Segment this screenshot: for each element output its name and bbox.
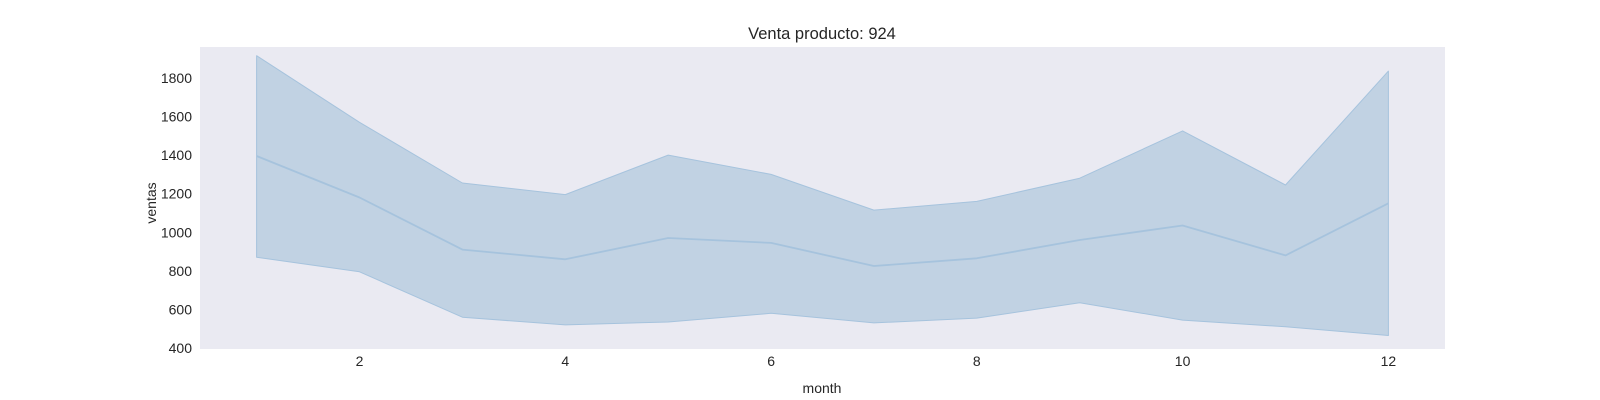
y-tick-label: 800 bbox=[169, 263, 193, 279]
y-tick-label: 600 bbox=[169, 301, 193, 317]
x-axis-title: month bbox=[803, 380, 842, 396]
chart-title: Venta producto: 924 bbox=[748, 25, 896, 43]
y-tick-labels: 400 600 800 1000 1200 1400 1600 1800 bbox=[161, 70, 192, 356]
x-tick-label: 6 bbox=[767, 353, 775, 369]
y-tick-label: 1600 bbox=[161, 109, 192, 125]
x-tick-labels: 2 4 6 8 10 12 bbox=[356, 353, 1397, 369]
y-tick-label: 1200 bbox=[161, 186, 192, 202]
y-tick-label: 400 bbox=[169, 340, 193, 356]
x-tick-label: 2 bbox=[356, 353, 364, 369]
confidence-band-layer bbox=[256, 55, 1389, 336]
y-tick-label: 1800 bbox=[161, 70, 192, 86]
y-tick-label: 1000 bbox=[161, 224, 192, 240]
y-axis-title: ventas bbox=[143, 182, 159, 223]
x-tick-label: 10 bbox=[1175, 353, 1191, 369]
confidence-band bbox=[256, 55, 1389, 336]
x-tick-label: 4 bbox=[561, 353, 569, 369]
x-tick-label: 12 bbox=[1381, 353, 1397, 369]
series-line-layer bbox=[256, 155, 1389, 267]
series-line bbox=[256, 155, 1389, 267]
x-tick-label: 8 bbox=[973, 353, 981, 369]
y-tick-label: 1400 bbox=[161, 147, 192, 163]
